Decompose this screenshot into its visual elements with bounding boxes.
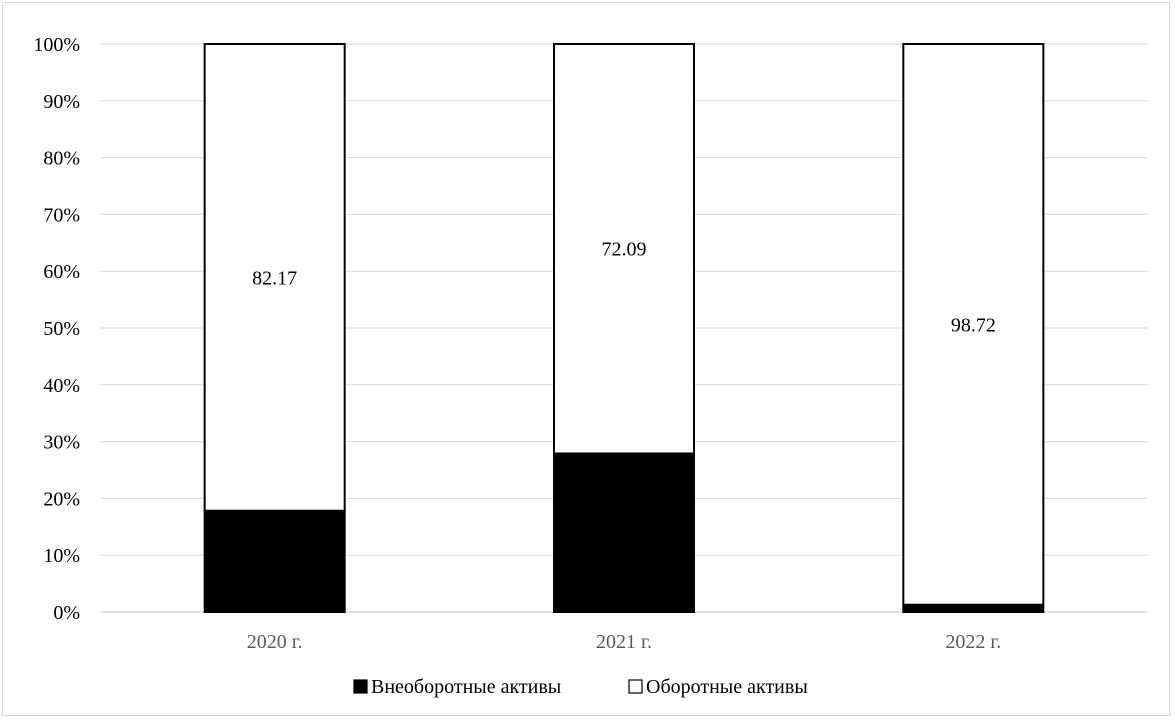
bar-segment [203, 509, 346, 613]
data-label: 82.17 [252, 267, 297, 289]
data-label: 72.09 [602, 239, 647, 261]
bar-segment [902, 43, 1045, 606]
y-tick-label: 30% [43, 432, 80, 454]
data-label: 98.72 [951, 314, 996, 336]
x-axis-ticks: 2020 г. 2021 г. 2022 г. [247, 631, 1002, 653]
y-tick-label: 60% [43, 261, 80, 283]
x-tick-label: 2021 г. [596, 631, 652, 653]
y-tick-label: 70% [43, 204, 80, 226]
bar-segment [553, 452, 695, 613]
legend-swatch [628, 679, 643, 694]
legend: Внеоборотные активы Оборотные активы [353, 676, 808, 698]
legend-swatch [353, 679, 368, 694]
x-tick-label: 2020 г. [247, 631, 303, 653]
x-tick-label: 2022 г. [945, 631, 1001, 653]
y-axis-ticks: 0% 10% 20% 30% 40% 50% 60% 70% 80% 90% 100% [33, 34, 80, 624]
y-tick-label: 0% [53, 602, 80, 624]
y-tick-label: 50% [43, 318, 80, 340]
bar-segment [203, 43, 346, 512]
legend-label: Оборотные активы [646, 676, 808, 698]
legend-label: Внеоборотные активы [371, 676, 561, 698]
bars [203, 43, 1045, 614]
bar-segment [553, 43, 695, 455]
y-tick-label: 40% [43, 375, 80, 397]
y-tick-label: 90% [43, 91, 80, 113]
y-tick-label: 100% [33, 34, 80, 56]
y-tick-label: 80% [43, 148, 80, 170]
bar-segment [902, 603, 1045, 614]
y-tick-label: 10% [43, 545, 80, 567]
data-labels: 82.17 72.09 98.72 [252, 239, 996, 337]
y-tick-label: 20% [43, 488, 80, 510]
